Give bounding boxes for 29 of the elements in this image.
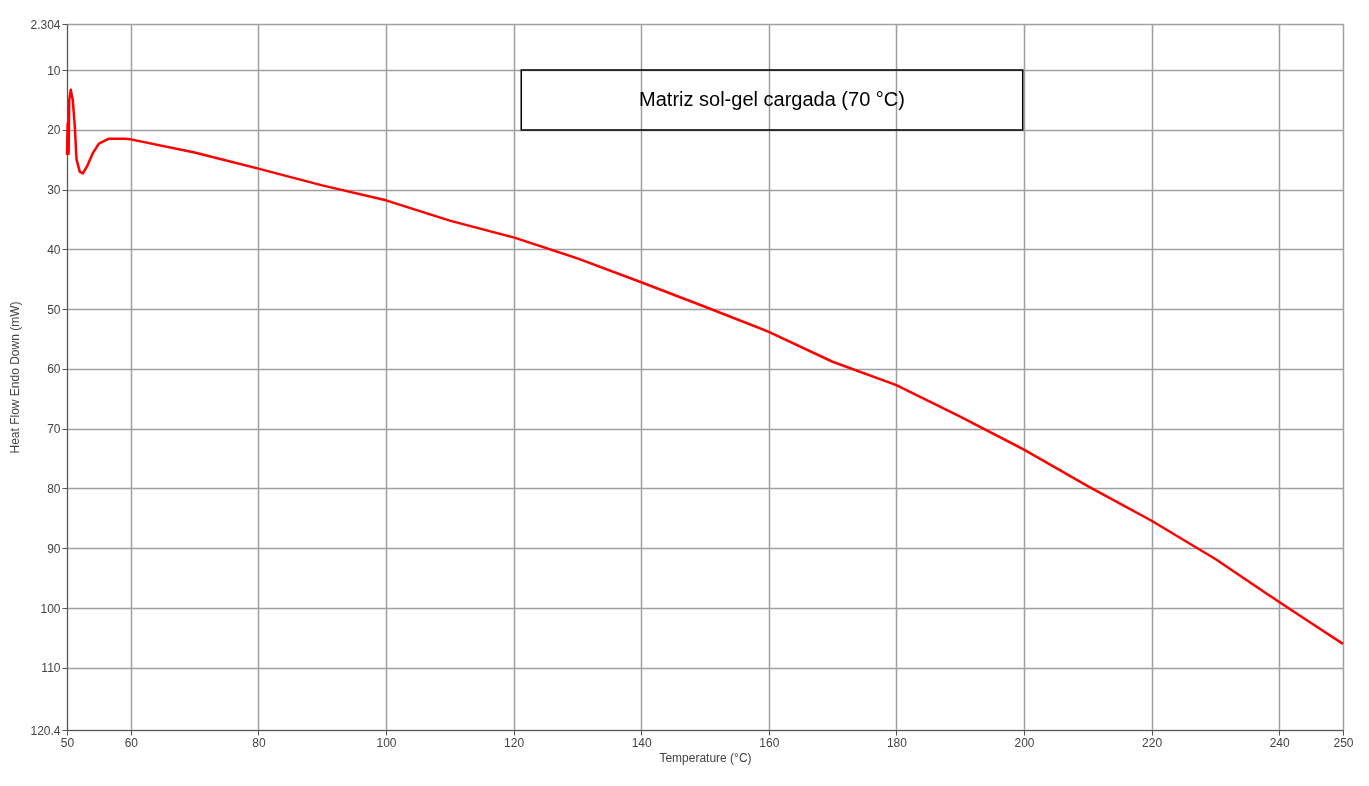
y-tick-label: 40 [47, 242, 61, 257]
y-axis-title: Heat Flow Endo Down (mW) [8, 301, 23, 454]
y-tick-label: 50 [47, 302, 61, 317]
line-series [65, 88, 1345, 646]
y-tick-label: 120.4 [30, 723, 61, 738]
x-tick-label: 60 [124, 735, 139, 750]
x-tick-label: 50 [60, 735, 75, 750]
y-tick-label: 110 [41, 661, 61, 676]
y-tick-label: 2.304 [30, 17, 61, 32]
x-tick-label: 200 [1014, 735, 1035, 750]
y-tick-label: 100 [40, 601, 61, 616]
x-tick-label: 160 [759, 735, 780, 750]
y-tick-label: 80 [47, 481, 61, 496]
y-tick-label: 30 [47, 183, 61, 198]
y-tick-label: 20 [47, 123, 61, 138]
x-tick-label: 180 [886, 735, 908, 750]
x-tick-label: 100 [376, 735, 397, 750]
x-tick-label: 140 [631, 735, 653, 750]
y-tick-label: 10 [47, 63, 61, 78]
y-tick-label: 90 [47, 541, 61, 556]
x-axis-title: Temperature (°C) [659, 750, 752, 765]
x-tick-label: 240 [1269, 735, 1291, 750]
annotation: Matriz sol-gel cargada (70 °C) [639, 87, 905, 110]
x-tick-label: 80 [252, 735, 266, 750]
x-tick-label: 220 [1142, 735, 1163, 750]
x-tick-label: 120 [504, 735, 525, 750]
x-tick-label: 250 [1333, 735, 1354, 750]
y-tick-label: 60 [47, 362, 61, 377]
y-tick-label: 70 [47, 422, 61, 437]
